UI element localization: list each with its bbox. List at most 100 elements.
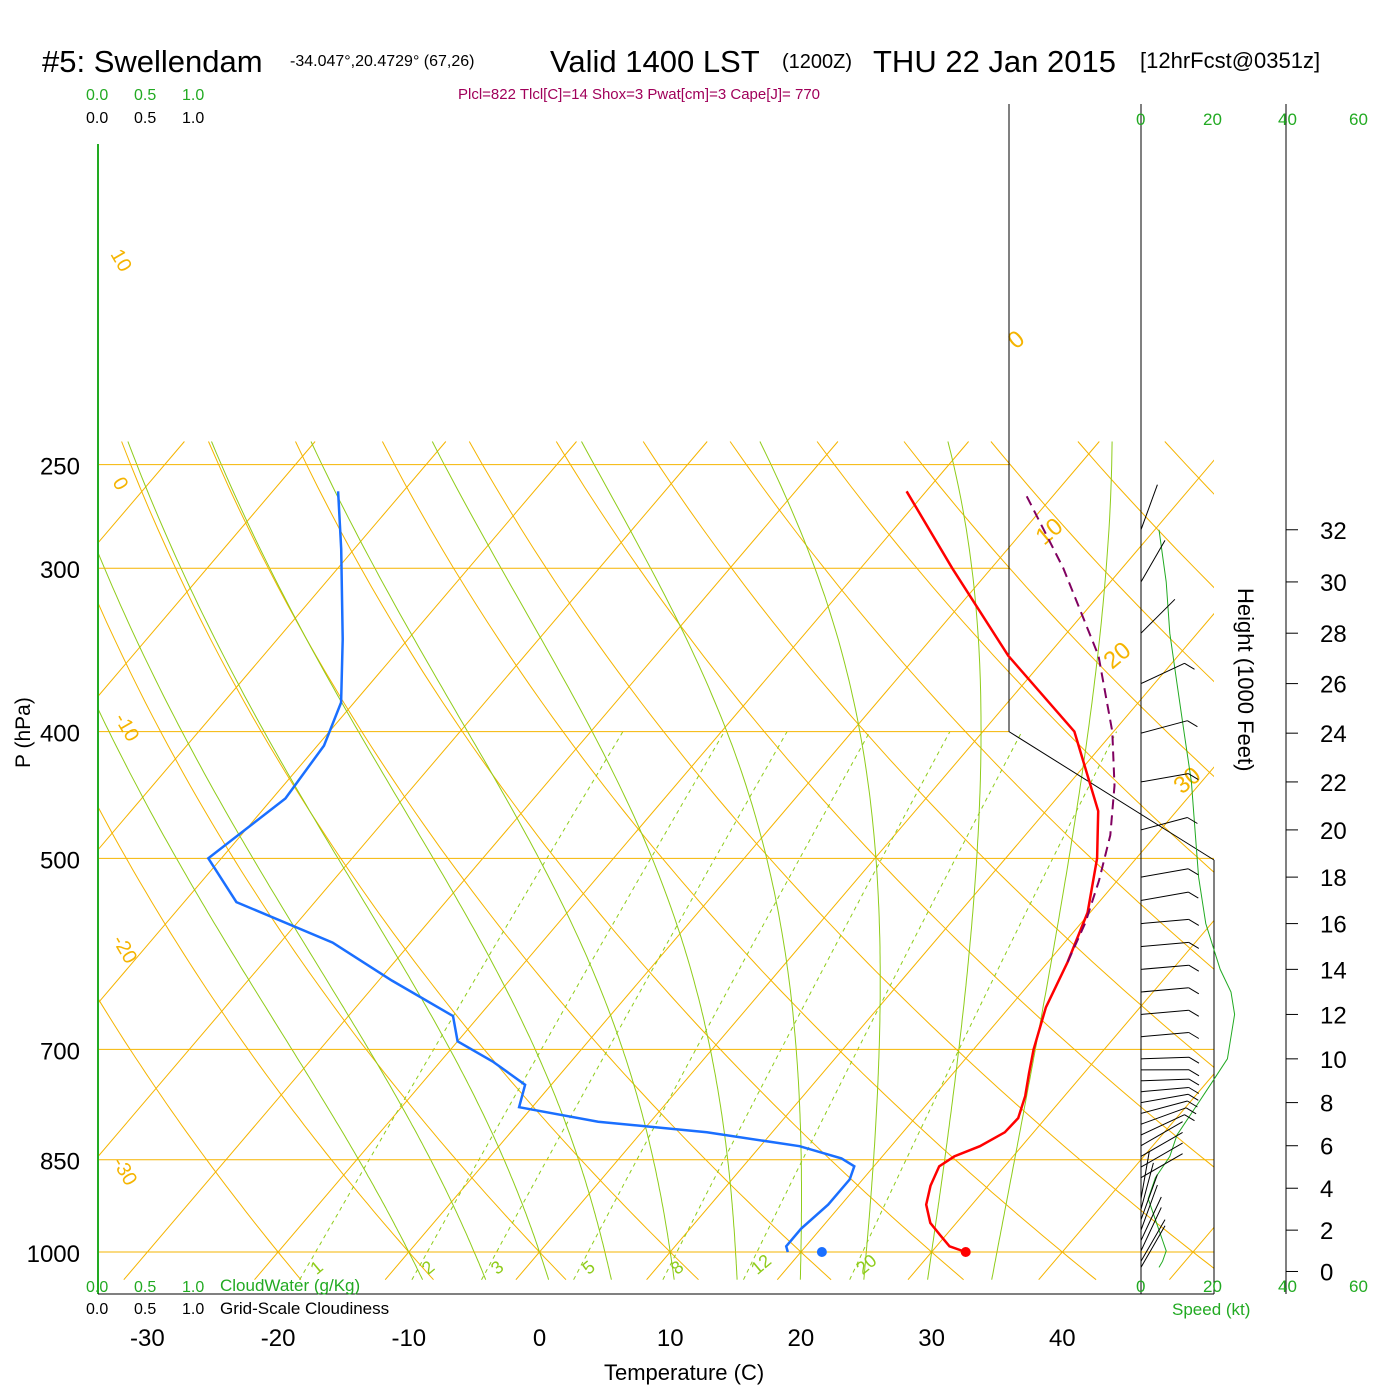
- cloud-axis-top: 0.0 0.5 1.0 0.0 0.5 1.0: [86, 87, 204, 127]
- height-tick-label: 16: [1320, 912, 1347, 939]
- moist-adiabat-line: [431, 441, 738, 1280]
- moist-adiabat-line: [127, 441, 550, 1280]
- cloud-axis-bottom: 0.0 0.5 1.0 CloudWater (g/Kg) 0.0 0.5 1.…: [86, 1276, 389, 1318]
- wind-barb: [1140, 1196, 1162, 1241]
- height-tick-label: 22: [1320, 770, 1347, 797]
- wind-barb: [1140, 662, 1185, 685]
- dry-adiabat-line: [816, 441, 1214, 873]
- temperature-tick-label: 10: [657, 1325, 684, 1352]
- wind-barb: [1140, 1207, 1162, 1252]
- dry-adiabat-line: [381, 441, 1097, 1281]
- isotherm-line: [515, 459, 1214, 1281]
- dry-adiabat-line: [1077, 441, 1214, 589]
- temperature-tick-label: 0: [533, 1325, 546, 1352]
- moist-adiabat-line: [991, 441, 1113, 1280]
- height-axis-title: Height (1000 Feet): [1233, 588, 1258, 771]
- isotherm-label: 20: [1099, 637, 1137, 675]
- wind-barb-flag: [1188, 1009, 1200, 1017]
- cloud-tick: 0.0: [86, 1279, 108, 1296]
- isotherm-label: 0: [1003, 325, 1031, 354]
- isotherm-line: [907, 919, 1214, 1281]
- zulu-label: (1200Z): [782, 51, 852, 73]
- speed-tick: 20: [1203, 110, 1222, 129]
- dry-adiabat-line: [903, 441, 1214, 778]
- isotherm-label: -10: [110, 710, 144, 746]
- wind-speed-line: [1147, 529, 1236, 1268]
- sloped-frame: [1008, 731, 1215, 861]
- height-tick-label: 28: [1320, 621, 1347, 648]
- moist-adiabat-line: [310, 441, 675, 1280]
- background-lines: [98, 441, 1214, 1281]
- dry-adiabat-line: [729, 441, 1214, 970]
- isobar-lines: [98, 464, 1214, 1253]
- dry-adiabat-line: [468, 441, 1214, 1270]
- x-axis-title: Temperature (C): [604, 1360, 764, 1385]
- wind-barb: [1140, 1142, 1183, 1168]
- wind-barb-flag: [1188, 1032, 1200, 1039]
- wind-barb: [1140, 720, 1188, 734]
- wind-barb: [1140, 1121, 1183, 1147]
- wind-barb-flag: [1188, 891, 1199, 899]
- mixing-ratio-label: 12: [747, 1250, 775, 1278]
- height-tick-label: 32: [1320, 518, 1347, 545]
- pressure-tick-label: 700: [40, 1038, 80, 1065]
- speed-tick: 60: [1349, 110, 1368, 129]
- indices-label: Plcl=822 Tlcl[C]=14 Shox=3 Pwat[cm]=3 Ca…: [458, 86, 820, 103]
- isotherm-line: [1038, 1073, 1214, 1281]
- height-tick-label: 26: [1320, 672, 1347, 699]
- pressure-tick-label: 850: [40, 1149, 80, 1176]
- cloud-tick: 1.0: [182, 110, 204, 127]
- parcel-line: [1023, 490, 1116, 963]
- wind-barb: [1140, 1032, 1189, 1038]
- cloud-tick: 1.0: [182, 1279, 204, 1296]
- moist-adiabat-line: [759, 441, 881, 1280]
- speed-tick: 40: [1278, 110, 1297, 129]
- dry-adiabat-line: [208, 441, 832, 1281]
- speed-axis-title: Speed (kt): [1172, 1300, 1250, 1319]
- wind-barb: [1140, 1093, 1189, 1104]
- speed-tick: 20: [1203, 1277, 1222, 1296]
- moist-adiabat-line: [98, 707, 424, 1280]
- wind-barb-flag: [1188, 918, 1200, 926]
- moist-adiabat-line: [98, 551, 487, 1280]
- height-tick-label: 14: [1320, 957, 1347, 984]
- wind-barb-flag: [1188, 773, 1199, 781]
- y-axis-title: P (hPa): [12, 697, 35, 768]
- mixing-ratio-line: [481, 731, 788, 1280]
- isotherm-label: 10: [106, 246, 136, 276]
- mixing-ratio-line: [411, 731, 725, 1280]
- mixing-ratio-line: [573, 731, 871, 1280]
- wind-barb-flag: [1184, 662, 1195, 670]
- temperature-tick-label: 20: [788, 1325, 815, 1352]
- wind-barb: [1140, 1219, 1166, 1262]
- temperature-tick-label: 30: [918, 1325, 945, 1352]
- wind-barb-flag: [1188, 868, 1199, 876]
- dry-adiabat-line: [295, 441, 964, 1281]
- wind-barb: [1140, 1225, 1166, 1268]
- height-tick-label: 2: [1320, 1218, 1333, 1245]
- cloud-tick: 1.0: [182, 1301, 204, 1318]
- height-tick-label: 0: [1320, 1259, 1333, 1286]
- wind-barb: [1140, 1056, 1190, 1060]
- wind-barb: [1140, 1131, 1183, 1157]
- cloud-tick: 0.5: [134, 1279, 156, 1296]
- isotherm-line: [384, 441, 1100, 1281]
- station-title: #5: Swellendam: [42, 44, 263, 79]
- dry-adiabat-line: [555, 441, 1214, 1168]
- cloud-tick: 1.0: [182, 87, 204, 104]
- wind-barb-flag: [1185, 1107, 1197, 1115]
- mixing-ratio-label: 20: [852, 1250, 880, 1278]
- mixing-ratio-line: [662, 731, 951, 1280]
- isotherm-label: 0: [108, 474, 133, 495]
- moist-adiabat-line: [581, 441, 802, 1280]
- speed-tick: 0: [1136, 110, 1145, 129]
- isotherm-label: -30: [108, 1154, 142, 1190]
- cloud-tick: 0.0: [86, 1301, 108, 1318]
- wind-barb: [1140, 1184, 1158, 1231]
- wind-barb: [1140, 987, 1189, 993]
- isotherm-line: [254, 441, 969, 1281]
- diagram-frame: [97, 104, 1215, 1295]
- wind-barb: [1140, 891, 1189, 901]
